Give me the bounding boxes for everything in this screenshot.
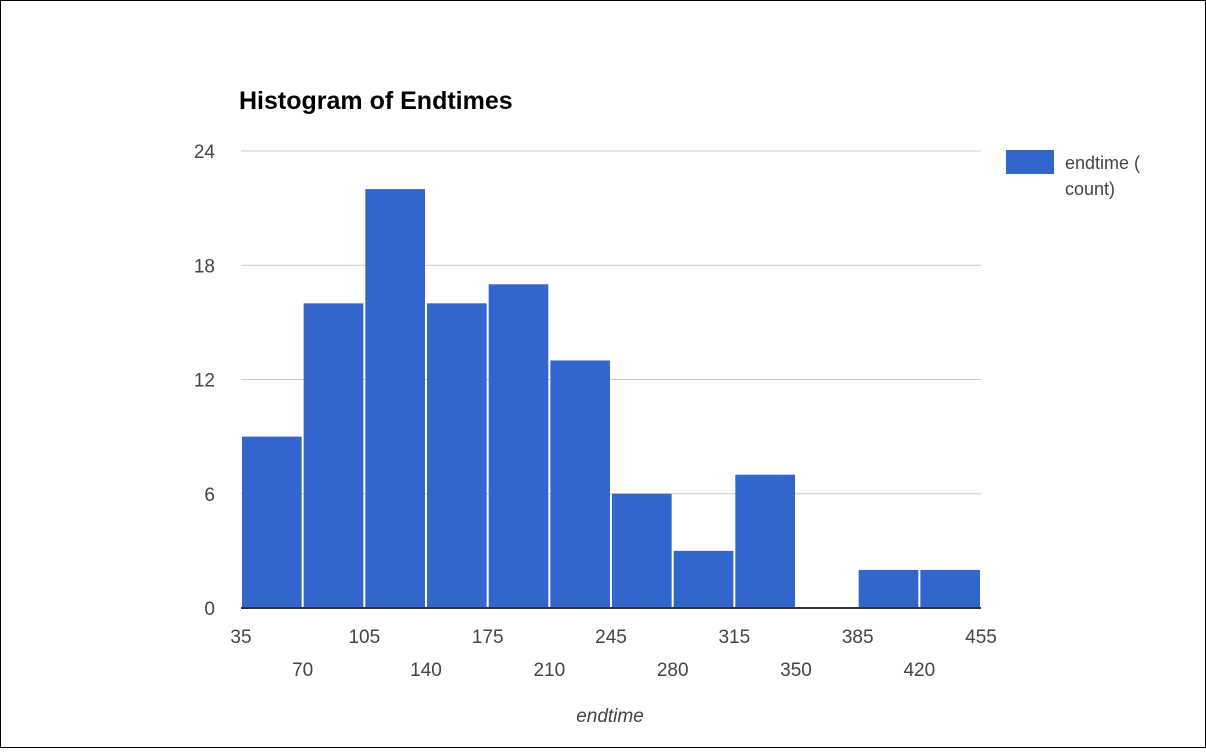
legend-label: endtime ( count) xyxy=(1065,153,1140,199)
legend[interactable]: endtime ( count) xyxy=(1006,150,1140,199)
x-tick-label: 245 xyxy=(595,627,627,648)
x-tick-label: 35 xyxy=(230,627,251,648)
x-tick-label: 455 xyxy=(965,627,997,648)
y-tick-label: 24 xyxy=(194,142,216,163)
x-tick-label: 175 xyxy=(472,627,504,648)
histogram-bar xyxy=(427,303,487,608)
legend-label-line: count) xyxy=(1065,179,1115,199)
x-tick-label: 70 xyxy=(292,660,313,681)
histogram-bar xyxy=(365,189,425,609)
x-tick-label: 210 xyxy=(533,660,565,681)
x-tick-label: 315 xyxy=(718,627,750,648)
legend-label-line: endtime ( xyxy=(1065,153,1140,173)
legend-swatch xyxy=(1006,150,1054,174)
gridlines: 0 6 12 18 24 xyxy=(194,142,981,620)
x-tick-label: 385 xyxy=(842,627,874,648)
bars xyxy=(242,189,980,609)
y-tick-label: 12 xyxy=(194,371,215,392)
histogram-bar xyxy=(242,436,302,608)
x-tick-label: 420 xyxy=(903,660,935,681)
x-axis-title: endtime xyxy=(576,706,644,727)
histogram-bar xyxy=(550,360,610,608)
x-tick-label: 105 xyxy=(348,627,380,648)
histogram-bar xyxy=(858,569,919,608)
histogram-bar xyxy=(920,569,980,608)
histogram-bar xyxy=(303,303,364,608)
x-tick-label: 350 xyxy=(780,660,812,681)
y-tick-label: 6 xyxy=(204,485,215,506)
histogram-bar xyxy=(612,493,672,608)
x-tick-label: 140 xyxy=(410,660,442,681)
axes: 35 70 105 140 175 210 245 280 315 350 385 420 455 xyxy=(230,607,997,681)
chart-title: Histogram of Endtimes xyxy=(239,87,513,115)
y-tick-label: 18 xyxy=(194,256,215,277)
histogram-bar xyxy=(488,284,549,608)
x-tick-label: 280 xyxy=(657,660,689,681)
y-tick-label: 0 xyxy=(204,599,215,620)
histogram-bar xyxy=(673,550,734,608)
histogram-bar xyxy=(735,474,795,608)
